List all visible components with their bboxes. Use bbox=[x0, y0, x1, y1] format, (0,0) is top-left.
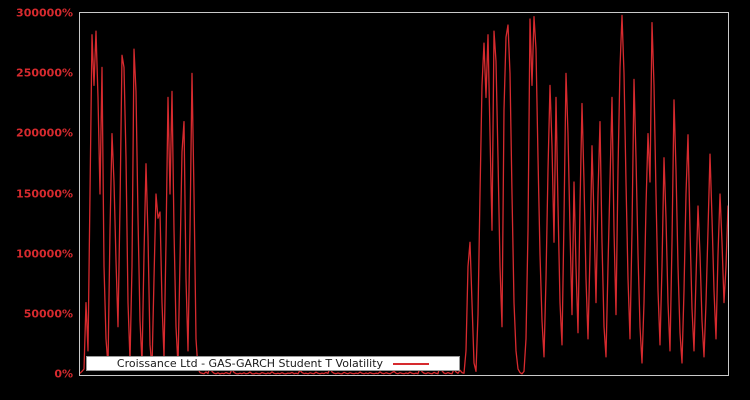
y-axis-tick-label: 0% bbox=[54, 367, 73, 381]
y-axis-tick-label: 300000% bbox=[16, 6, 73, 20]
legend: Croissance Ltd - GAS-GARCH Student T Vol… bbox=[86, 356, 460, 371]
volatility-line-series bbox=[80, 14, 728, 375]
y-axis: 0% 50000% 100000% 150000% 200000% 250000% 3000… bbox=[0, 0, 76, 400]
legend-label: Croissance Ltd - GAS-GARCH Student T Vol… bbox=[116, 357, 384, 370]
y-axis-tick-label: 200000% bbox=[16, 126, 73, 140]
plot-area: Croissance Ltd - GAS-GARCH Student T Vol… bbox=[79, 12, 729, 376]
y-axis-tick-label: 100000% bbox=[16, 247, 73, 261]
y-axis-tick-label: 250000% bbox=[16, 66, 73, 80]
line-chart-canvas bbox=[80, 14, 728, 375]
y-axis-tick-label: 150000% bbox=[16, 187, 73, 200]
y-axis-tick-label: 50000% bbox=[23, 307, 73, 321]
legend-line-sample-icon bbox=[393, 362, 430, 365]
